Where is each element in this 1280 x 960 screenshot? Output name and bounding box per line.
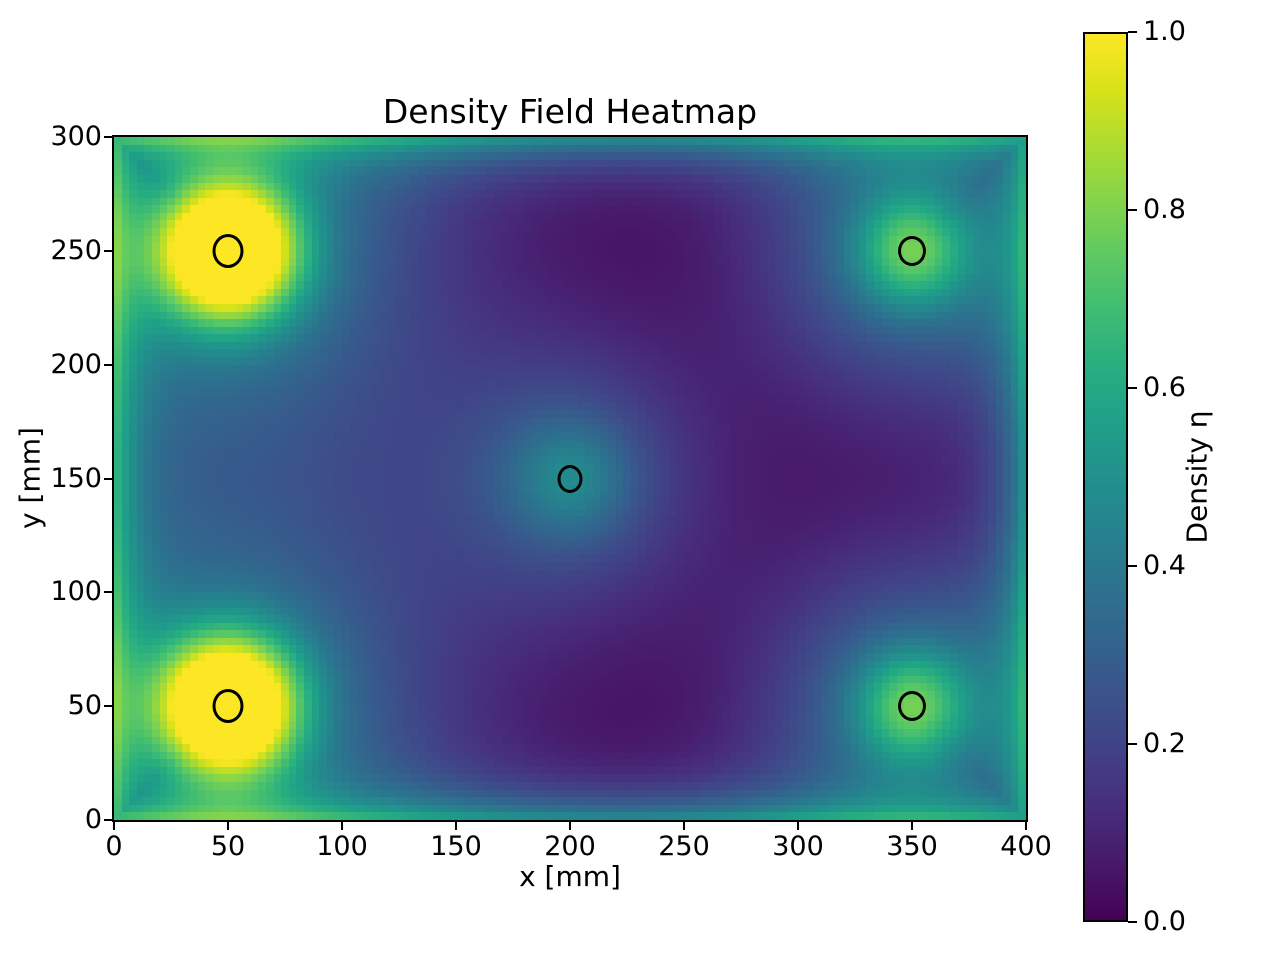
- x-axis-tick-label: 300: [772, 831, 824, 862]
- y-axis-tick: [104, 591, 114, 594]
- x-axis-tick: [797, 820, 799, 830]
- data-point-marker: [557, 464, 583, 493]
- y-axis-tick-label: 200: [50, 348, 102, 380]
- x-axis-tick: [455, 820, 457, 830]
- data-point-marker: [898, 235, 926, 266]
- data-point-marker: [212, 233, 244, 268]
- colorbar-tick-label: 0.4: [1143, 550, 1186, 581]
- y-axis-label: y [mm]: [13, 427, 47, 529]
- colorbar-gradient: [1085, 34, 1126, 920]
- colorbar: [1083, 32, 1128, 922]
- x-axis-label: x [mm]: [519, 860, 621, 893]
- y-axis-tick: [104, 819, 114, 821]
- colorbar-label: Density η: [1180, 410, 1214, 544]
- y-axis-tick: [104, 136, 114, 138]
- y-axis-tick-label: 250: [50, 234, 102, 266]
- x-axis-tick-label: 150: [430, 831, 482, 862]
- x-axis-tick: [683, 820, 685, 830]
- x-axis-tick-label: 250: [658, 831, 710, 862]
- data-point-marker: [898, 691, 926, 722]
- y-axis-tick-label: 150: [50, 462, 102, 494]
- x-axis-tick-label: 350: [886, 831, 938, 862]
- colorbar-tick-label: 0.6: [1143, 372, 1186, 403]
- x-axis-tick-label: 50: [210, 831, 246, 862]
- x-axis-tick: [911, 820, 913, 830]
- y-axis-tick-label: 50: [67, 690, 102, 722]
- y-axis-tick-label: 300: [50, 121, 102, 152]
- x-axis-tick-label: 0: [105, 831, 123, 862]
- y-axis-tick: [104, 249, 114, 252]
- y-axis-tick: [104, 363, 114, 366]
- colorbar-tick-label: 1.0: [1143, 16, 1186, 47]
- x-axis-tick-label: 200: [544, 831, 596, 862]
- colorbar-tick-label: 0.2: [1143, 728, 1186, 759]
- y-axis-tick-label: 0: [84, 804, 102, 835]
- colorbar-tick: [1128, 209, 1137, 211]
- colorbar-tick: [1128, 743, 1137, 745]
- x-axis-tick: [341, 820, 343, 830]
- x-axis-tick: [569, 820, 571, 830]
- data-point-marker: [212, 689, 244, 724]
- colorbar-tick-label: 0.0: [1143, 906, 1186, 937]
- x-axis-tick: [113, 820, 115, 830]
- colorbar-tick: [1128, 387, 1137, 389]
- y-axis-tick: [104, 705, 114, 708]
- x-axis-tick-label: 400: [1000, 831, 1052, 862]
- x-axis-tick-label: 100: [316, 831, 368, 862]
- colorbar-tick: [1128, 31, 1137, 33]
- x-axis-tick: [1025, 820, 1027, 830]
- colorbar-tick: [1128, 921, 1137, 923]
- x-axis-tick: [227, 820, 229, 830]
- colorbar-tick-label: 0.8: [1143, 194, 1186, 225]
- colorbar-tick: [1128, 565, 1137, 567]
- chart-title: Density Field Heatmap: [382, 92, 758, 131]
- y-axis-tick: [104, 477, 114, 480]
- y-axis-tick-label: 100: [50, 576, 102, 608]
- plot-area: [112, 135, 1028, 822]
